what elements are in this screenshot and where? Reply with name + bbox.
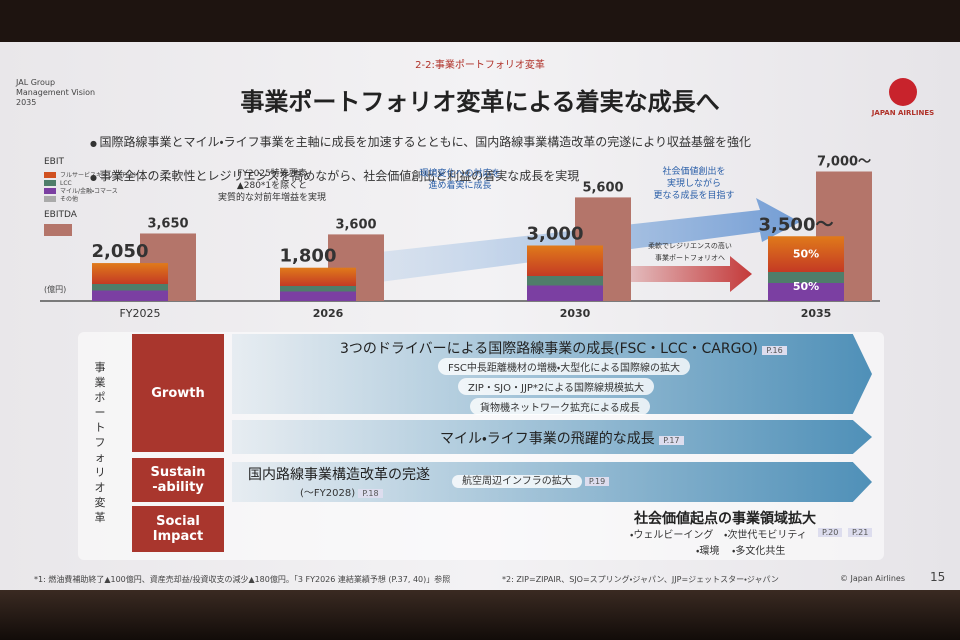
social-item: ・ウェルビーイング xyxy=(630,530,714,541)
ebit-bar xyxy=(768,236,844,301)
page-ref: P.20 xyxy=(818,528,843,537)
annotation: FY2025特殊要素▲280*1を除くと実質的な対前年増益を実現 xyxy=(218,167,326,203)
row-bg xyxy=(232,420,872,454)
row-title: マイル・ライフ事業の飛躍的な成長 P.17 xyxy=(440,428,684,448)
brand: JAL Group Management Vision 2035 xyxy=(16,78,96,107)
legend-label: フルサービスキャリア(FSC) xyxy=(60,171,136,179)
resilience-arrow xyxy=(600,256,752,292)
social-item: ・多文化共生 xyxy=(732,546,786,557)
period-label: 2026 xyxy=(313,307,344,320)
bullets: 国際路線事業とマイル・ライフ事業を主軸に成長を加速するとともに、国内路線事業構造… xyxy=(90,118,752,202)
bullet: 国際路線事業とマイル・ライフ事業を主軸に成長を加速するとともに、国内路線事業構造… xyxy=(90,134,752,152)
pillar: Sustain -ability xyxy=(132,458,224,502)
ebit-value: 1,800 xyxy=(280,246,337,267)
slide: 2-2:事業ポートフォリオ変革 JAL Group Management Vis… xyxy=(0,42,960,590)
ebit-value: 2,050 xyxy=(92,241,149,262)
sub-item: 貨物機ネットワーク拡充による成長 xyxy=(470,398,650,415)
page-ref: P.19 xyxy=(584,477,610,486)
side-label: 事業ポートフォリオ変革 xyxy=(94,361,106,524)
sub-item: FSC中長距離機材の増機・大型化による国際線の拡大 xyxy=(438,358,691,375)
ebit-bar xyxy=(280,267,356,301)
sub-item: ZIP・SJO・JJP*2による国際線規模拡大 xyxy=(458,378,654,395)
legend-label: LCC xyxy=(60,180,72,187)
legend-swatch xyxy=(44,224,72,236)
legend-label: マイル/金融・コマース xyxy=(60,187,118,195)
slide-title: 事業ポートフォリオ変革による着実な成長へ xyxy=(240,88,720,116)
page-number: 15 xyxy=(930,570,946,584)
section-label: 2-2:事業ポートフォリオ変革 xyxy=(415,60,545,71)
annotation: 環境変化への対応を進め着実に成長 xyxy=(419,167,500,191)
pillar: Growth xyxy=(132,334,224,452)
pillar: Social Impact xyxy=(132,506,224,552)
period-label: 2035 xyxy=(801,307,832,320)
ebitda-value: 5,600 xyxy=(582,180,623,195)
text: マイル・ライフ事業の飛躍的な成長 xyxy=(440,431,655,447)
ebitda-value: 3,600 xyxy=(335,217,376,232)
share-label: 50% xyxy=(793,280,819,293)
logo-mark xyxy=(889,78,917,106)
text: (〜FY2028) xyxy=(300,488,356,499)
ebit-value: 3,000 xyxy=(527,224,584,245)
legend-label: その他 xyxy=(60,195,78,203)
ebitda-value: 3,650 xyxy=(147,216,188,231)
row-title: 国内路線事業構造改革の完遂 xyxy=(248,467,430,483)
legend-swatch xyxy=(44,172,56,178)
room-floor xyxy=(0,590,960,640)
row-title: 3つのドライバーによる国際路線事業の成長(FSC・LCC・CARGO) P.16 xyxy=(340,338,787,358)
legend-swatch xyxy=(44,180,56,186)
share-label: 50% xyxy=(793,247,819,260)
page-ref: P.21 xyxy=(848,528,873,537)
annotation: 社会価値創出を実現しながら更なる成長を目指す xyxy=(653,165,734,201)
annotation: 柔軟でレジリエンスの高い事業ポートフォリオへ xyxy=(648,241,732,262)
legend-swatch xyxy=(44,196,56,202)
pillar-label: Growth xyxy=(151,385,205,401)
footnote: *1: 燃油費補助終了▲100億円、資産売却益/投資収支の減少▲180億円。「3… xyxy=(34,575,451,584)
period-label: FY2025 xyxy=(119,307,160,320)
row-sub: (〜FY2028) P.18 xyxy=(300,484,383,499)
ebit-label: EBIT xyxy=(44,157,65,167)
ebit-value: 3,500〜 xyxy=(759,214,834,235)
bullet: 事業全体の柔軟性とレジリエンスを高めながら、社会価値創出と利益の着実な成長を実現 xyxy=(90,168,751,186)
social-item: ・環境 xyxy=(696,546,720,557)
pillar-label: Social Impact xyxy=(152,514,204,544)
ebitda-label: EBITDA xyxy=(44,210,78,220)
pillar-label: Sustain -ability xyxy=(150,465,206,495)
footnote: *2: ZIP=ZIPAIR、SJO=スプリング・ジャパン、JJP=ジェットスタ… xyxy=(502,575,779,584)
logo-text: JAPAN AIRLINES xyxy=(871,109,935,117)
unit-label: (億円) xyxy=(44,284,66,294)
ebit-bar xyxy=(92,263,168,301)
social-item: ・次世代モビリティ xyxy=(724,530,807,541)
ebitda-value: 7,000〜 xyxy=(817,155,871,170)
row-title: 社会価値起点の事業領域拡大 xyxy=(634,511,816,527)
copyright: © Japan Airlines xyxy=(840,574,905,583)
page-ref: P.18 xyxy=(358,489,383,498)
ebit-bar xyxy=(527,245,603,301)
text: 航空周辺インフラの拡大 xyxy=(452,475,582,488)
period-label: 2030 xyxy=(560,307,591,320)
page-ref: P.17 xyxy=(659,436,684,445)
row-sub: 航空周辺インフラの拡大 P.19 xyxy=(452,472,610,488)
legend-swatch xyxy=(44,188,56,194)
page-ref: P.16 xyxy=(762,346,787,355)
logo: JAPAN AIRLINES xyxy=(858,78,948,117)
text: 3つのドライバーによる国際路線事業の成長(FSC・LCC・CARGO) xyxy=(340,341,758,357)
